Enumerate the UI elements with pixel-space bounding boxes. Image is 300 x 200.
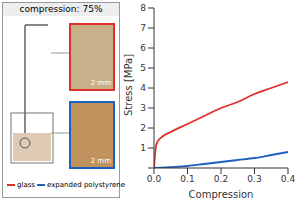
- svg-text:Stress [MPa]: Stress [MPa]: [123, 54, 134, 116]
- svg-text:5: 5: [140, 63, 146, 73]
- html-text:2 mm: 2 mm: [90, 157, 111, 165]
- svg-text:8: 8: [140, 3, 146, 13]
- html-text:glass: glass: [17, 181, 35, 189]
- html-text:compression: 75%: compression: 75%: [19, 4, 103, 14]
- svg-text:0.0: 0.0: [147, 174, 162, 184]
- svg-text:7: 7: [140, 23, 146, 33]
- svg-text:0.3: 0.3: [247, 174, 261, 184]
- svg-text:0.4: 0.4: [281, 174, 292, 184]
- html-text:expanded polystyrene: expanded polystyrene: [47, 181, 125, 189]
- svg-text:3: 3: [140, 103, 146, 113]
- svg-text:6: 6: [140, 43, 146, 53]
- svg-text:1: 1: [140, 143, 146, 153]
- html-text:2 mm: 2 mm: [90, 79, 111, 87]
- svg-text:0.2: 0.2: [214, 174, 228, 184]
- svg-text:0.1: 0.1: [180, 174, 194, 184]
- svg-text:4: 4: [140, 83, 146, 93]
- svg-text:2: 2: [140, 123, 146, 133]
- svg-text:Compression: Compression: [189, 189, 254, 200]
